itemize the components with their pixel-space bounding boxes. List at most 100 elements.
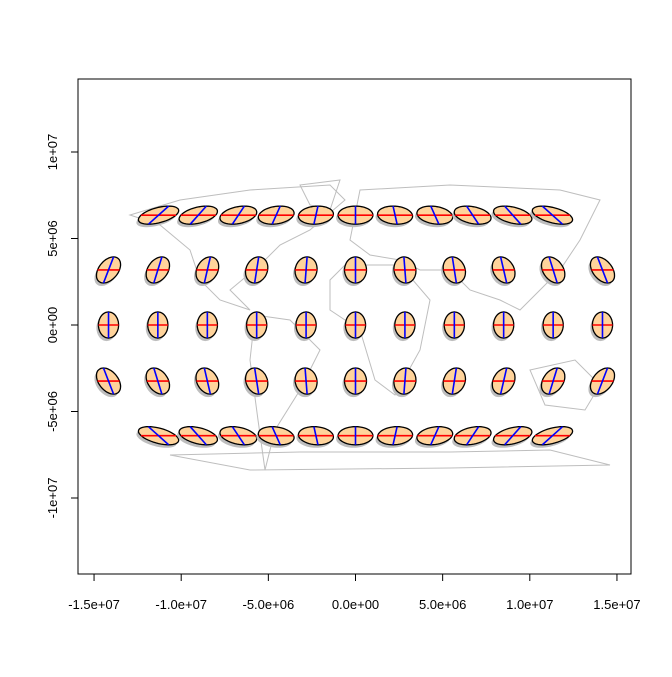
meridian-line [392,205,398,225]
indicatrix [590,311,614,342]
x-tick-label: -5.0e+06 [243,597,295,612]
indicatrix [588,256,616,286]
meridian-line [313,205,319,225]
meridian-line [313,426,319,445]
indicatrix [296,426,335,448]
meridian-line [304,256,308,284]
x-tick-label: -1.0e+07 [155,597,207,612]
indicatrix [145,311,169,342]
meridian-line [504,205,522,225]
meridian-line [253,367,260,395]
meridian-line [231,426,246,446]
x-tick-label: 0.0e+00 [332,597,379,612]
meridian-line [451,256,458,284]
meridian-line [465,205,480,225]
meridian-line [231,205,246,225]
tissot-indicatrices [94,205,616,448]
meridian-line [430,205,440,225]
indicatrix [194,256,220,286]
indicatrix [452,205,492,228]
indicatrix [256,426,295,448]
coastline-north-america [128,184,346,311]
coastline-antarctica [169,449,611,471]
meridian-line [548,367,558,395]
meridian-line [596,367,609,395]
meridian-line [271,205,281,225]
meridian-line [403,367,407,395]
indicatrix [541,311,564,342]
y-tick-label: 5e+06 [45,220,60,257]
meridian-line [504,426,522,446]
indicatrix [342,367,368,398]
indicatrix [336,426,374,448]
x-tick-label: -1.5e+07 [68,597,120,612]
x-tick-label: 1.5e+07 [593,597,640,612]
indicatrix [343,311,367,342]
indicatrix [94,256,122,286]
indicatrix [375,205,414,228]
meridian-line [304,367,308,395]
indicatrix [530,205,574,228]
meridian-line [203,367,212,395]
meridian-line [153,367,163,395]
indicatrix [144,367,171,398]
indicatrix [452,426,492,448]
meridian-line [392,426,398,445]
x-tick-label: 1.0e+07 [506,597,553,612]
meridian-line [189,426,207,446]
meridian-line [147,205,170,225]
x-tick-label: 5.0e+06 [419,597,466,612]
indicatrix [218,205,258,228]
meridian-line [253,256,260,284]
meridian-line [541,205,564,225]
indicatrix [256,205,295,228]
meridian-line [102,367,115,395]
meridian-line [499,256,508,284]
coastline-greenland [299,179,341,211]
indicatrix [442,311,466,342]
indicatrix [96,311,120,342]
meridian-line [541,426,564,446]
indicatrix [243,367,269,398]
meridian-line [203,256,212,284]
indicatrix [441,256,467,286]
indicatrix [177,205,219,228]
y-tick-label: -1e+07 [45,478,60,519]
indicatrix [136,426,180,448]
indicatrix [293,256,318,286]
indicatrix [491,205,533,228]
meridian-line [403,256,407,284]
x-axis: -1.5e+07 -1.0e+07 -5.0e+06 0.0e+00 5.0e+06 1.… [68,573,641,612]
indicatrix [588,367,616,398]
indicatrix [490,256,516,286]
meridian-line [147,426,170,446]
indicatrix [294,311,317,342]
indicatrix [218,426,258,448]
indicatrix [530,426,574,448]
indicatrix [491,426,533,448]
coastline-africa [329,264,431,396]
indicatrix [490,367,516,398]
meridian-line [189,205,207,225]
meridian-line [465,426,480,446]
indicatrix [136,205,180,228]
indicatrix [539,367,566,398]
meridian-line [596,256,609,284]
indicatrix [375,426,414,448]
indicatrix [414,205,454,228]
coastline-eurasia [349,184,601,311]
meridian-line [271,426,281,446]
indicatrix [391,256,417,286]
meridian-line [430,426,440,446]
indicatrix [441,367,467,398]
indicatrix [94,367,122,398]
indicatrix [195,311,219,342]
meridian-line [451,367,458,395]
indicatrix [491,311,515,342]
meridian-line [499,367,508,395]
indicatrix [342,256,368,286]
meridian-line [153,256,163,284]
y-tick-label: 0e+00 [45,307,60,344]
indicatrix [244,311,268,342]
